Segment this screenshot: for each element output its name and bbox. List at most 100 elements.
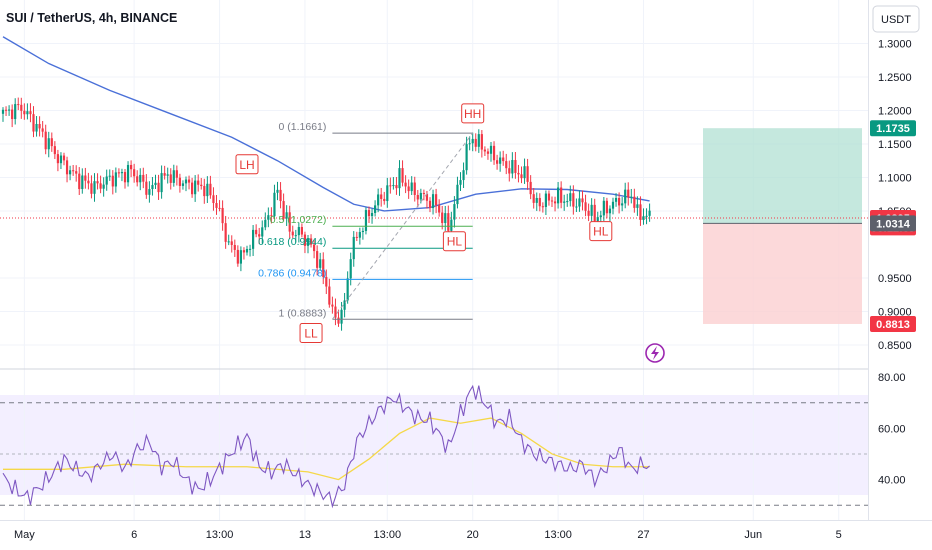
candle-body <box>462 170 465 181</box>
time-tick-label: 13:00 <box>206 529 234 541</box>
candle-body <box>203 186 206 197</box>
rsi-line <box>2 384 650 509</box>
candle-body <box>273 192 276 217</box>
candle-body <box>566 201 569 203</box>
price-tag: 1.0314 <box>876 218 911 230</box>
time-axis[interactable]: May 6 13:00 13 13:00 20 13:00 27 Jun 5 <box>14 529 842 541</box>
candle-body <box>154 182 157 186</box>
candle-body <box>32 114 35 132</box>
position-tool[interactable] <box>0 128 868 324</box>
candle-body <box>355 236 358 238</box>
candle-body <box>242 250 246 253</box>
candle-body <box>337 317 340 324</box>
candle-body <box>316 251 319 268</box>
candle-body <box>367 210 371 217</box>
candle-body <box>245 248 249 253</box>
candle-body <box>227 241 230 243</box>
candle-body <box>96 181 99 184</box>
candle-body <box>575 206 578 208</box>
pattern-label-box <box>299 322 323 343</box>
candle-body <box>642 216 645 220</box>
time-tick-label: 6 <box>131 529 137 541</box>
candle-body <box>288 212 291 232</box>
candle-body <box>65 160 69 175</box>
candle-body <box>413 182 416 195</box>
candle-body <box>386 185 389 202</box>
candle-body <box>450 219 453 231</box>
candle-body <box>407 186 410 192</box>
price-tick-label: 1.3000 <box>878 38 912 50</box>
lightning-icon[interactable] <box>645 343 665 363</box>
candle-body <box>78 173 81 190</box>
candle-body <box>136 176 139 183</box>
price-axis[interactable]: 1.30001.25001.20001.15001.10001.05000.95… <box>878 38 912 486</box>
candle-body <box>468 143 471 145</box>
candle-body <box>480 134 483 150</box>
candle-body <box>602 200 605 216</box>
fibonacci-retracement[interactable]: 0 (1.1661) 0.5 (1.0272) 0.618 (0.9944) 0.78… <box>258 121 474 320</box>
candle-body <box>444 213 447 224</box>
candle-body <box>611 201 615 209</box>
time-tick-label: 20 <box>467 529 479 541</box>
candle-body <box>621 203 624 206</box>
candle-body <box>529 181 532 195</box>
fib-level-label: 0.618 (0.9944) <box>258 236 326 248</box>
candle-body <box>343 300 346 310</box>
candle-body <box>248 248 252 250</box>
candle-body <box>517 172 520 175</box>
candle-body <box>349 259 352 279</box>
candle-body <box>87 180 90 184</box>
candle-body <box>489 145 493 154</box>
candle-body <box>169 174 172 183</box>
price-tick-label: 1.1500 <box>878 139 912 151</box>
pattern-label-box <box>461 103 485 124</box>
candle-body <box>38 123 41 129</box>
candle-body <box>587 210 590 216</box>
candle-body <box>511 160 514 174</box>
candle-body <box>578 198 581 207</box>
candle-body <box>309 238 313 245</box>
currency-button[interactable]: USDT <box>872 5 920 33</box>
currency-button-label: USDT <box>881 14 911 26</box>
candle-body <box>130 164 133 170</box>
candle-body <box>435 194 438 206</box>
candle-body <box>627 189 630 198</box>
candle-body <box>523 166 526 179</box>
candle-body <box>608 208 612 214</box>
candle-body <box>300 227 303 235</box>
time-tick-label: Jun <box>744 529 762 541</box>
candle-body <box>255 229 258 235</box>
candle-body <box>285 212 288 219</box>
price-tag-box <box>870 315 916 332</box>
candle-body <box>172 170 175 183</box>
candle-body <box>370 212 374 217</box>
candle-body <box>496 160 499 164</box>
candle-body <box>502 157 505 162</box>
pattern-label-box <box>589 221 613 242</box>
candle-body <box>218 207 221 209</box>
candle-body <box>120 172 124 174</box>
time-tick-label: 5 <box>836 529 842 541</box>
candle-body <box>404 182 407 187</box>
price-tick-label: 0.9500 <box>878 273 912 285</box>
candle-body <box>614 197 618 202</box>
candle-body <box>328 286 331 305</box>
candle-body <box>123 172 127 183</box>
candle-body <box>44 131 47 150</box>
candle-body <box>75 171 78 174</box>
candle-body <box>197 180 200 185</box>
candle-body <box>508 168 511 174</box>
candle-body <box>114 172 117 187</box>
candle-body <box>282 201 285 219</box>
rsi-tick-label: 60.00 <box>878 423 906 435</box>
candle-body <box>8 109 11 111</box>
candle-body <box>166 174 169 176</box>
candle-body <box>23 110 26 115</box>
candle-body <box>84 175 87 181</box>
candle-body <box>358 232 361 238</box>
candle-body <box>572 193 575 207</box>
candle-body <box>175 170 178 178</box>
candle-body <box>584 202 587 211</box>
candle-body <box>215 203 218 208</box>
